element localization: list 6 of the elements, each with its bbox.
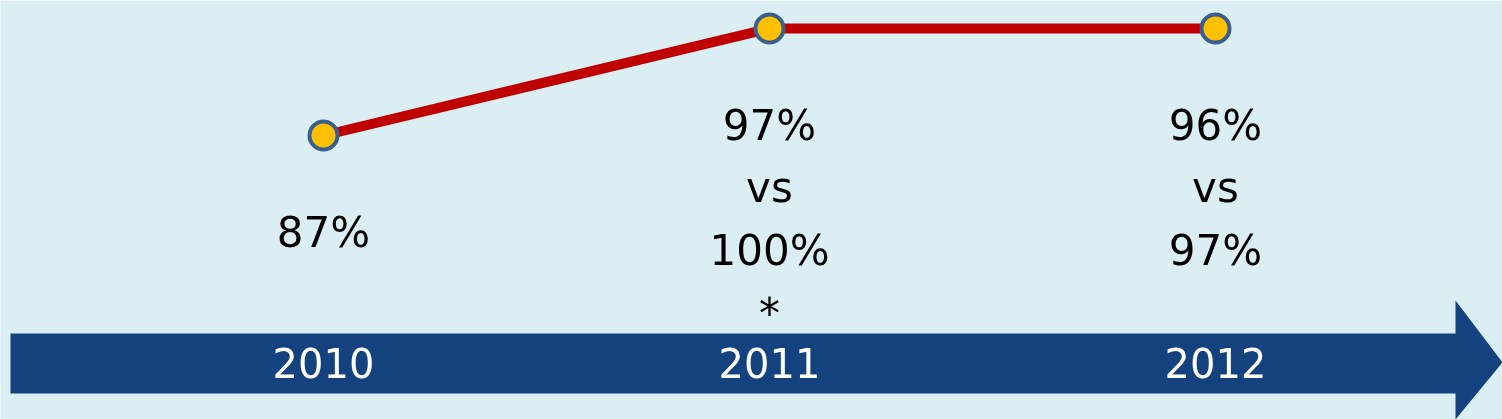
- x-tick-label: 2011: [718, 340, 821, 387]
- text: 96% vs 97%: [1168, 100, 1263, 275]
- text: 97% vs 100% *: [709, 100, 830, 338]
- x-tick-label: 2010: [272, 340, 375, 387]
- text: 87%: [276, 207, 371, 257]
- x-tick-label: 2012: [1164, 340, 1267, 387]
